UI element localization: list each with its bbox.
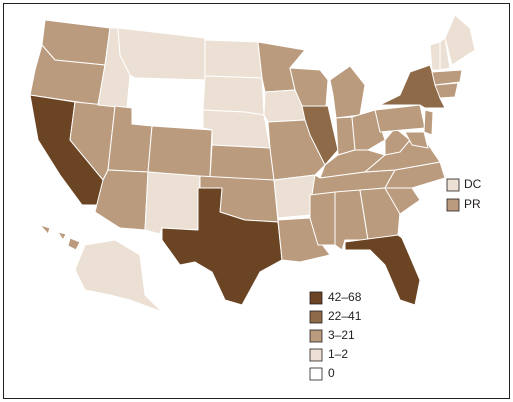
legend-swatch xyxy=(309,348,323,362)
state xyxy=(74,239,163,313)
legend-swatch xyxy=(309,367,323,381)
state xyxy=(431,69,463,86)
state xyxy=(39,224,51,235)
legend-label: 1–2 xyxy=(328,347,348,361)
state xyxy=(202,75,265,116)
state xyxy=(434,82,459,99)
state xyxy=(117,27,206,81)
state xyxy=(202,109,271,149)
state xyxy=(359,187,401,241)
state xyxy=(144,171,201,235)
state xyxy=(273,174,316,219)
state xyxy=(351,109,386,151)
state xyxy=(67,237,81,251)
state xyxy=(329,65,366,119)
legend-swatch xyxy=(309,310,323,324)
state xyxy=(344,234,421,306)
state xyxy=(374,104,426,133)
inset-label: DC xyxy=(464,177,482,191)
legend-label: 22–41 xyxy=(328,309,362,323)
legend-swatch xyxy=(309,291,323,305)
legend-swatch xyxy=(309,329,323,343)
legend: 42–68 22–41 3–21 1–2 0 xyxy=(309,290,362,381)
state xyxy=(131,77,206,129)
state xyxy=(423,109,434,136)
state xyxy=(204,39,263,79)
state xyxy=(439,37,451,71)
state xyxy=(94,169,149,231)
frame xyxy=(3,3,510,399)
inset-swatch xyxy=(446,198,460,212)
legend-label: 3–21 xyxy=(328,328,355,342)
inset-label: PR xyxy=(464,197,481,211)
state xyxy=(429,41,441,71)
legend-label: 42–68 xyxy=(328,290,362,304)
legend-label: 0 xyxy=(328,366,335,380)
state xyxy=(161,187,283,306)
state xyxy=(404,131,429,149)
state xyxy=(209,144,275,181)
state xyxy=(444,14,476,66)
states: DC PR xyxy=(29,14,482,313)
state xyxy=(57,231,67,241)
inset-swatch xyxy=(446,178,460,192)
state xyxy=(147,125,213,179)
